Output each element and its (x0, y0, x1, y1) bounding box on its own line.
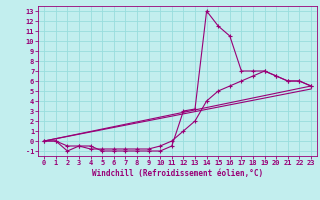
X-axis label: Windchill (Refroidissement éolien,°C): Windchill (Refroidissement éolien,°C) (92, 169, 263, 178)
